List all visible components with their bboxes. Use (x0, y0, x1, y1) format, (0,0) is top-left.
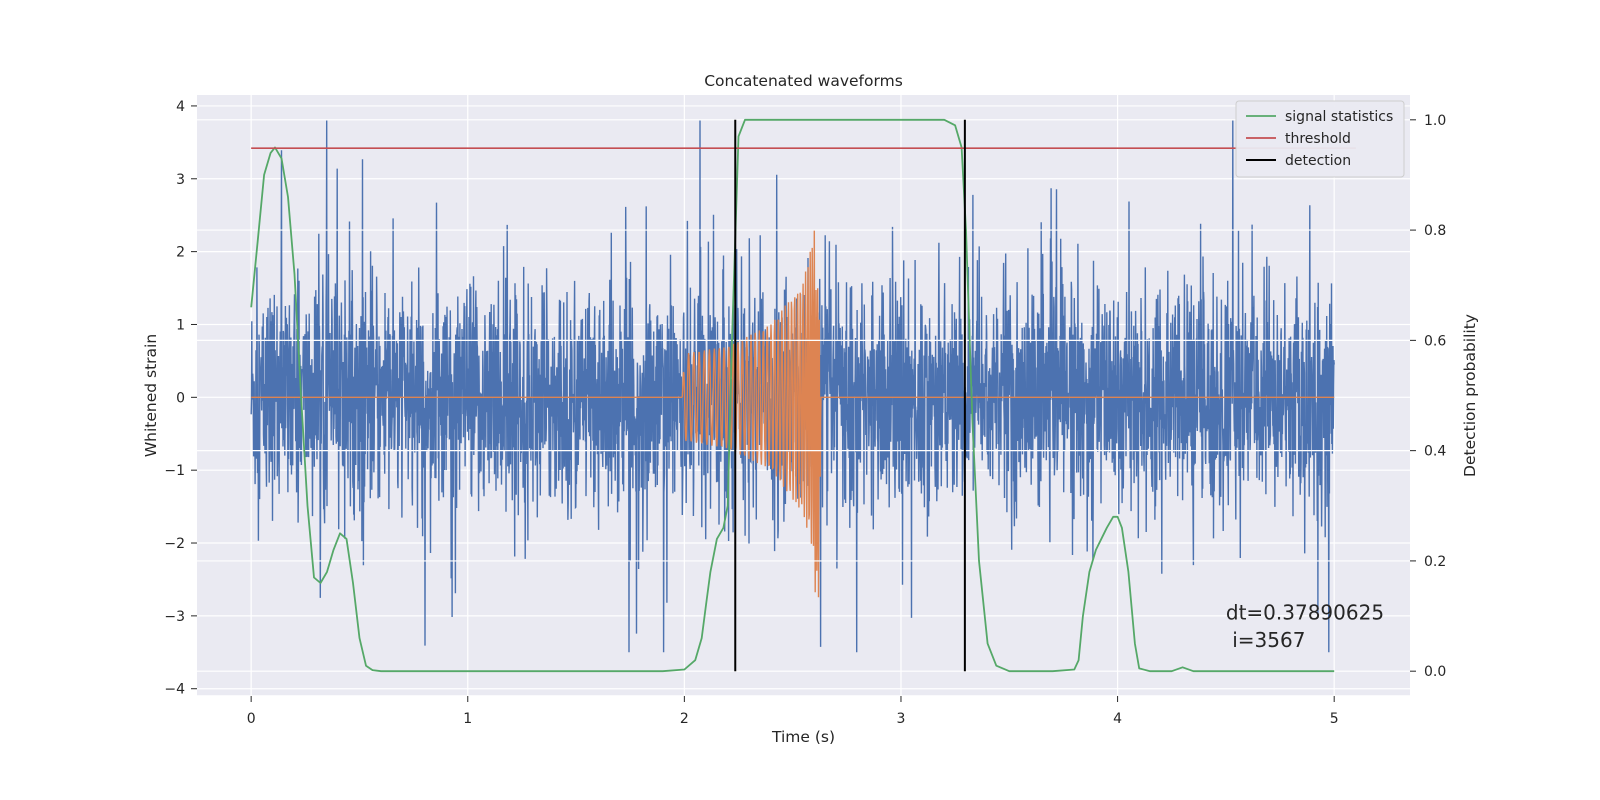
overlay-layer (250, 118, 1356, 673)
y-tick-label: 0 (176, 390, 185, 406)
legend-box (1235, 100, 1405, 178)
x-tick-label: 0 (247, 711, 256, 727)
y-tick-label: −1 (164, 463, 185, 479)
x-tick-label: 3 (897, 711, 906, 727)
y2-tick-label: 0.6 (1424, 333, 1446, 349)
y-tick-label: −4 (164, 682, 185, 698)
chirp-waveform-line (251, 229, 1335, 598)
y-tick-label: −2 (164, 536, 185, 552)
y2-tick-label: 1.0 (1424, 113, 1446, 129)
chart-title: Concatenated waveforms (704, 72, 903, 90)
x-tick-label: 5 (1330, 711, 1339, 727)
y-tick-label: −3 (164, 609, 185, 625)
annotation-text: dt=0.37890625 (1226, 601, 1384, 625)
y-tick-label: 1 (176, 317, 185, 333)
axes: 0 1 2 3 4 5 −4 −3 −2 −1 0 1 2 3 4 0.0 0.2 0.4 0.6 0.8 1.0 (164, 99, 1446, 727)
x-tick-label: 1 (463, 711, 472, 727)
y2-tick-label: 0.4 (1424, 444, 1446, 460)
x-axis-label: Time (s) (771, 728, 835, 746)
y2-tick-label: 0.2 (1424, 554, 1446, 570)
legend-label: threshold (1285, 131, 1351, 147)
legend: signal statistics threshold detection (1235, 100, 1405, 178)
legend-label: detection (1285, 153, 1351, 169)
y2-tick-label: 0.8 (1424, 223, 1446, 239)
annotation-text: i=3567 (1226, 628, 1306, 652)
x-tick-label: 2 (680, 711, 689, 727)
y-tick-label: 4 (176, 99, 185, 115)
y-tick-label: 3 (176, 172, 185, 188)
y-tick-label: 2 (176, 245, 185, 261)
legend-label: signal statistics (1285, 109, 1393, 125)
y-axis-label: Whitened strain (142, 334, 160, 457)
data-layer (250, 120, 1335, 653)
x-tick-label: 4 (1113, 711, 1122, 727)
annotations: dt=0.37890625 i=3567 (1226, 601, 1384, 653)
y2-axis-label: Detection probability (1461, 314, 1479, 477)
y2-tick-label: 0.0 (1424, 664, 1446, 680)
